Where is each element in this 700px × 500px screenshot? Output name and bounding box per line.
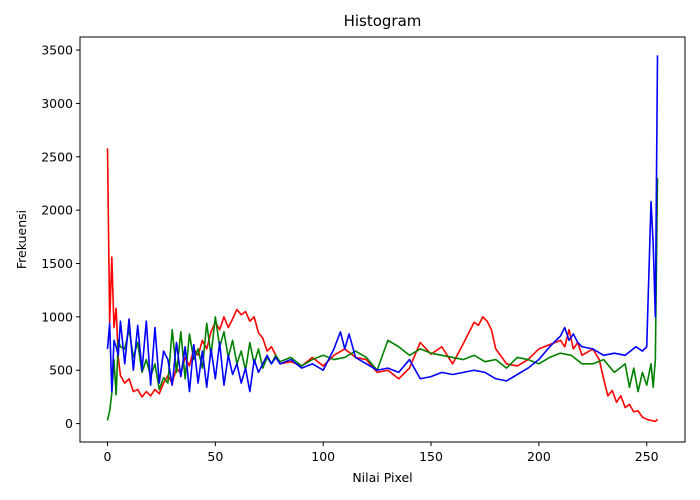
y-tick-label: 0 — [65, 416, 73, 431]
y-tick-label: 2000 — [41, 203, 73, 218]
x-tick-label: 50 — [207, 449, 223, 464]
x-tick-label: 0 — [104, 449, 112, 464]
y-tick-label: 1000 — [41, 309, 73, 324]
series-line-0 — [106, 148, 659, 423]
y-tick-label: 2500 — [41, 149, 73, 164]
series-lines — [106, 55, 659, 423]
plot-frame — [79, 36, 686, 443]
y-axis: 0 500 1000 1500 2000 2500 3000 3500 — [41, 43, 80, 431]
x-axis: 0 50 100 150 200 250 — [104, 442, 659, 464]
x-axis-label: Nilai Pixel — [352, 470, 412, 485]
y-axis-label: Frekuensi — [14, 210, 29, 269]
x-tick-label: 250 — [635, 449, 659, 464]
x-tick-label: 150 — [419, 449, 443, 464]
series-line-1 — [106, 178, 659, 421]
chart-title: Histogram — [344, 12, 422, 30]
x-tick-label: 100 — [311, 449, 335, 464]
y-tick-label: 500 — [49, 363, 73, 378]
y-tick-label: 3500 — [41, 43, 73, 58]
x-tick-label: 200 — [527, 449, 551, 464]
y-tick-label: 3000 — [41, 96, 73, 111]
y-tick-label: 1500 — [41, 256, 73, 271]
series-line-2 — [106, 55, 659, 393]
